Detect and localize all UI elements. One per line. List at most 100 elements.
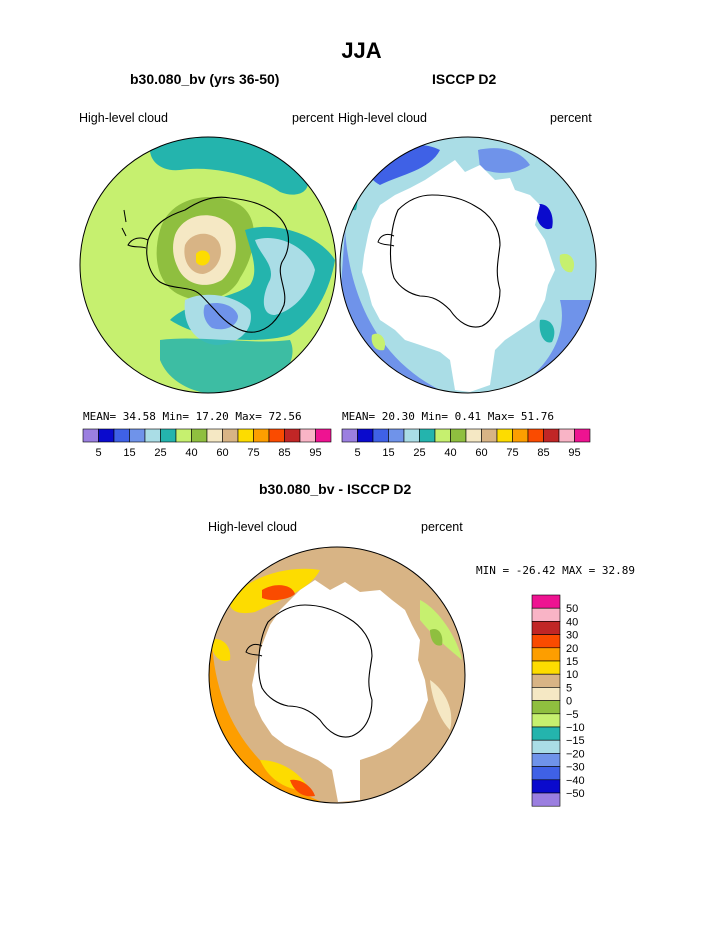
diff-colorbar-swatch <box>531 687 561 701</box>
obs-colorbar: 5 15 25 40 60 75 85 95 <box>341 428 591 459</box>
diff-colorbar-tick-label: −15 <box>566 735 585 747</box>
diff-colorbar-tick-label: −30 <box>566 762 585 774</box>
diff-colorbar-swatch <box>531 673 561 688</box>
model-colorbar-tick-label: 95 <box>309 447 321 459</box>
model-colorbar-tick-label: 60 <box>216 447 228 459</box>
model-colorbar-swatch <box>144 428 161 443</box>
diff-colorbar-tick-label: 5 <box>566 682 572 694</box>
diff-colorbar-swatch <box>531 753 561 767</box>
diff-colorbar-tick-label: 20 <box>566 643 578 655</box>
obs-colorbar-swatch <box>512 428 529 443</box>
obs-mean-label: MEAN= <box>342 410 376 423</box>
diff-stats: MIN = -26.42 MAX = 32.89 <box>476 564 635 577</box>
obs-units-label: percent <box>550 111 592 125</box>
model-colorbar-tick-label: 15 <box>123 447 135 459</box>
obs-colorbar-swatch <box>357 428 374 443</box>
model-colorbar-tick-label: 25 <box>154 447 166 459</box>
diff-colorbar-swatch <box>531 779 561 794</box>
page-title: JJA <box>341 38 382 63</box>
diff-colorbar-tick-label: −50 <box>566 788 585 800</box>
model-colorbar-swatch <box>175 428 192 443</box>
diff-max-value: 32.89 <box>601 564 635 577</box>
model-stats: MEAN= 34.58 Min= 17.20 Max= 72.56 <box>83 410 302 423</box>
obs-colorbar-swatch <box>543 428 560 443</box>
obs-colorbar-tick-label: 85 <box>537 447 549 459</box>
diff-min-label: MIN = <box>476 564 510 577</box>
model-panel-title: b30.080_bv (yrs 36-50) <box>130 71 280 87</box>
model-colorbar-swatch <box>222 428 239 443</box>
obs-min-value: 0.41 <box>454 410 482 423</box>
model-colorbar-swatch <box>299 428 316 443</box>
diff-units-label: percent <box>421 520 463 534</box>
model-colorbar-tick-label: 75 <box>247 447 259 459</box>
model-colorbar-swatch <box>160 428 177 443</box>
model-units-label: percent <box>292 111 334 125</box>
obs-min-label: Min= <box>421 410 449 423</box>
obs-colorbar-swatch <box>372 428 389 443</box>
diff-panel-title: b30.080_bv - ISCCP D2 <box>259 481 412 497</box>
diff-colorbar-swatch <box>531 739 561 754</box>
diff-colorbar-swatch <box>531 766 561 781</box>
diff-colorbar-tick-label: −20 <box>566 748 585 760</box>
diff-colorbar-tick-label: −40 <box>566 775 585 787</box>
obs-colorbar-swatch <box>527 428 544 443</box>
obs-colorbar-swatch <box>450 428 467 443</box>
diff-colorbar-swatch <box>531 621 561 635</box>
model-colorbar-swatch <box>315 428 332 443</box>
model-colorbar-swatch <box>253 428 270 443</box>
model-polar-map <box>79 136 337 394</box>
obs-colorbar-tick-label: 60 <box>475 447 487 459</box>
obs-colorbar-swatch <box>403 428 420 443</box>
obs-colorbar-tick-label: 95 <box>568 447 580 459</box>
obs-colorbar-tick-label: 40 <box>444 447 456 459</box>
obs-colorbar-swatch <box>465 428 482 443</box>
model-colorbar-swatch <box>284 428 301 443</box>
obs-colorbar-swatch <box>434 428 451 443</box>
model-variable-label: High-level cloud <box>79 111 168 125</box>
diff-colorbar-swatch <box>531 713 561 728</box>
obs-colorbar-swatch <box>574 428 591 443</box>
obs-panel-title: ISCCP D2 <box>432 71 497 87</box>
diff-colorbar-tick-label: 15 <box>566 656 578 668</box>
diff-colorbar-swatch <box>531 634 561 649</box>
model-colorbar-tick-label: 5 <box>95 447 101 459</box>
obs-colorbar-tick-label: 75 <box>506 447 518 459</box>
model-colorbar-swatch <box>98 428 115 443</box>
diff-colorbar-tick-label: 30 <box>566 630 578 642</box>
model-colorbar-swatch <box>191 428 208 443</box>
obs-variable-label: High-level cloud <box>338 111 427 125</box>
diff-colorbar-tick-label: 40 <box>566 616 578 628</box>
diff-max-label: MAX = <box>562 564 596 577</box>
model-colorbar-swatch <box>206 428 223 443</box>
obs-max-value: 51.76 <box>520 410 554 423</box>
model-max-label: Max= <box>235 410 262 423</box>
obs-colorbar-swatch <box>341 428 358 443</box>
model-colorbar-swatch <box>129 428 146 443</box>
model-min-label: Min= <box>162 410 190 423</box>
model-mean-label: MEAN= <box>83 410 117 423</box>
diff-variable-label: High-level cloud <box>208 520 297 534</box>
diff-colorbar-tick-label: 0 <box>566 696 572 708</box>
obs-colorbar-swatch <box>419 428 436 443</box>
model-min-value: 17.20 <box>195 410 229 423</box>
model-mean-value: 34.58 <box>122 410 156 423</box>
obs-colorbar-tick-label: 5 <box>354 447 360 459</box>
model-colorbar-swatch <box>268 428 285 443</box>
obs-colorbar-swatch <box>496 428 513 443</box>
diff-colorbar-swatch <box>531 594 561 609</box>
diff-colorbar-tick-label: −5 <box>566 709 579 721</box>
diff-colorbar-swatch <box>531 647 561 662</box>
obs-max-label: Max= <box>487 410 515 423</box>
obs-mean-value: 20.30 <box>381 410 415 423</box>
diff-colorbar-swatch <box>531 726 561 741</box>
obs-colorbar-tick-label: 15 <box>382 447 394 459</box>
model-colorbar-tick-label: 40 <box>185 447 197 459</box>
diff-colorbar-swatch <box>531 660 561 675</box>
obs-colorbar-swatch <box>388 428 405 443</box>
diff-colorbar-tick-label: 50 <box>566 603 578 615</box>
diff-colorbar-swatch <box>531 792 561 807</box>
model-colorbar-swatch <box>237 428 254 443</box>
diff-colorbar-swatch <box>531 607 561 622</box>
model-max-value: 72.56 <box>268 410 302 423</box>
